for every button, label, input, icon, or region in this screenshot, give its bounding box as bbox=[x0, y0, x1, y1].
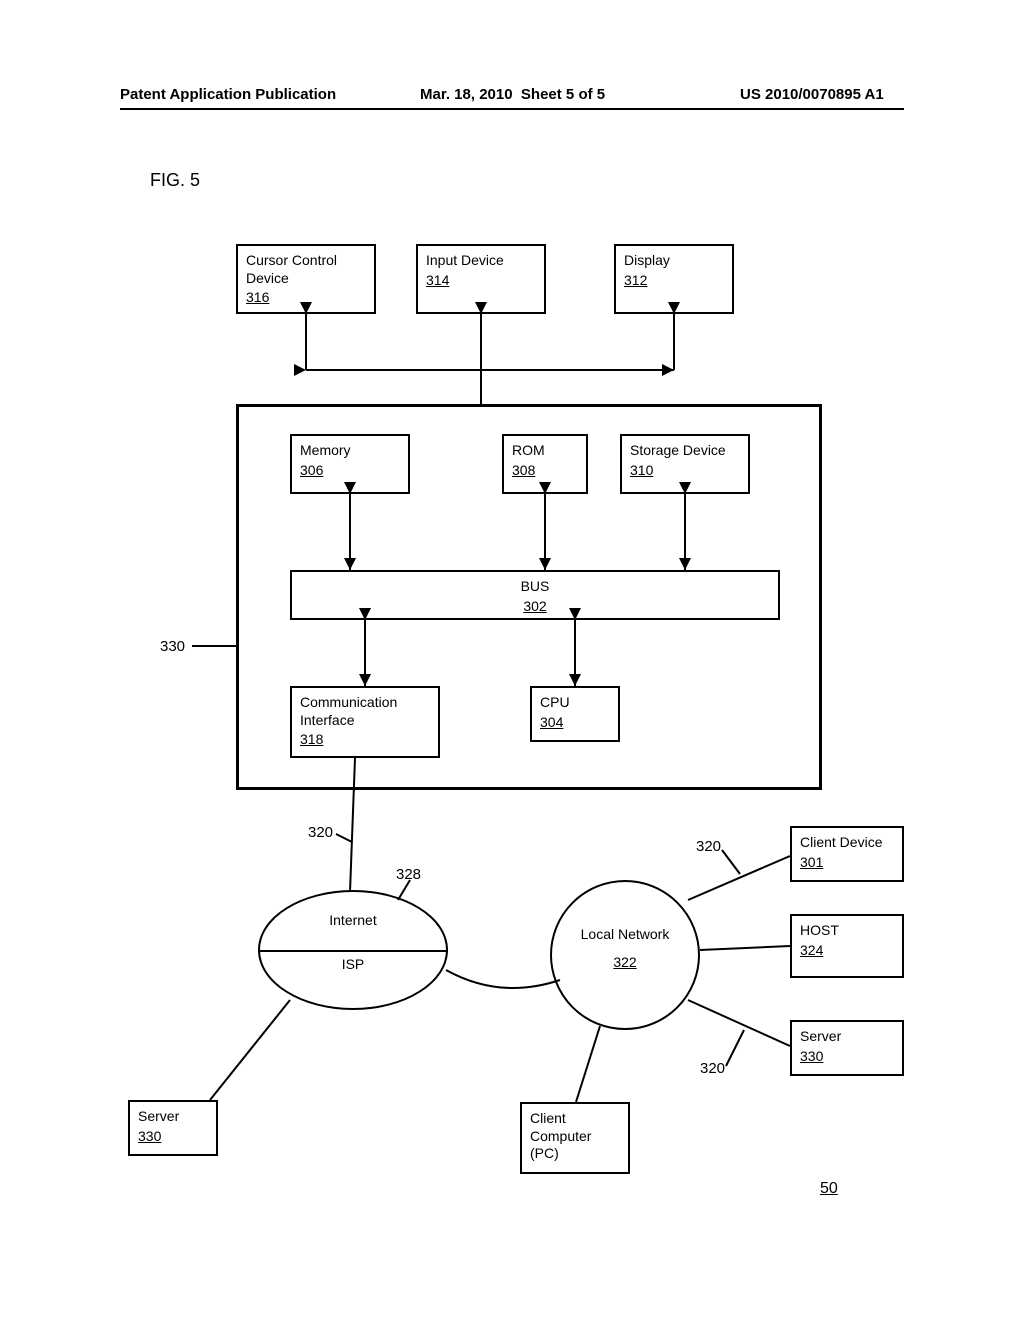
node-bus: BUS302 bbox=[290, 570, 780, 620]
node-host: HOST324 bbox=[790, 914, 904, 978]
internet-isp-divider bbox=[258, 950, 448, 952]
figure-label: FIG. 5 bbox=[150, 170, 200, 191]
node-comm-interface: Communication Interface318 bbox=[290, 686, 440, 758]
ref-320-b: 320 bbox=[696, 838, 721, 855]
ref-330-container: 330 bbox=[160, 638, 185, 655]
header-date: Mar. 18, 2010 Sheet 5 of 5 bbox=[420, 86, 605, 103]
node-display: Display312 bbox=[614, 244, 734, 314]
node-memory: Memory306 bbox=[290, 434, 410, 494]
node-client-pc: Client Computer (PC) bbox=[520, 1102, 630, 1174]
node-cpu: CPU304 bbox=[530, 686, 620, 742]
figure-number: 50 bbox=[820, 1180, 838, 1198]
node-cursor-control: Cursor Control Device316 bbox=[236, 244, 376, 314]
header-pubno: US 2010/0070895 A1 bbox=[740, 86, 884, 103]
node-rom: ROM308 bbox=[502, 434, 588, 494]
node-server-right: Server330 bbox=[790, 1020, 904, 1076]
header-publication: Patent Application Publication bbox=[120, 86, 336, 103]
node-storage: Storage Device310 bbox=[620, 434, 750, 494]
header-rule bbox=[120, 108, 904, 110]
node-server-left: Server330 bbox=[128, 1100, 218, 1156]
node-local-network: Local Network 322 bbox=[550, 880, 700, 1030]
node-input-device: Input Device314 bbox=[416, 244, 546, 314]
ref-328: 328 bbox=[396, 866, 421, 883]
node-client-device: Client Device301 bbox=[790, 826, 904, 882]
page: Patent Application Publication Mar. 18, … bbox=[0, 0, 1024, 1320]
ref-320-a: 320 bbox=[308, 824, 333, 841]
ref-320-c: 320 bbox=[700, 1060, 725, 1077]
